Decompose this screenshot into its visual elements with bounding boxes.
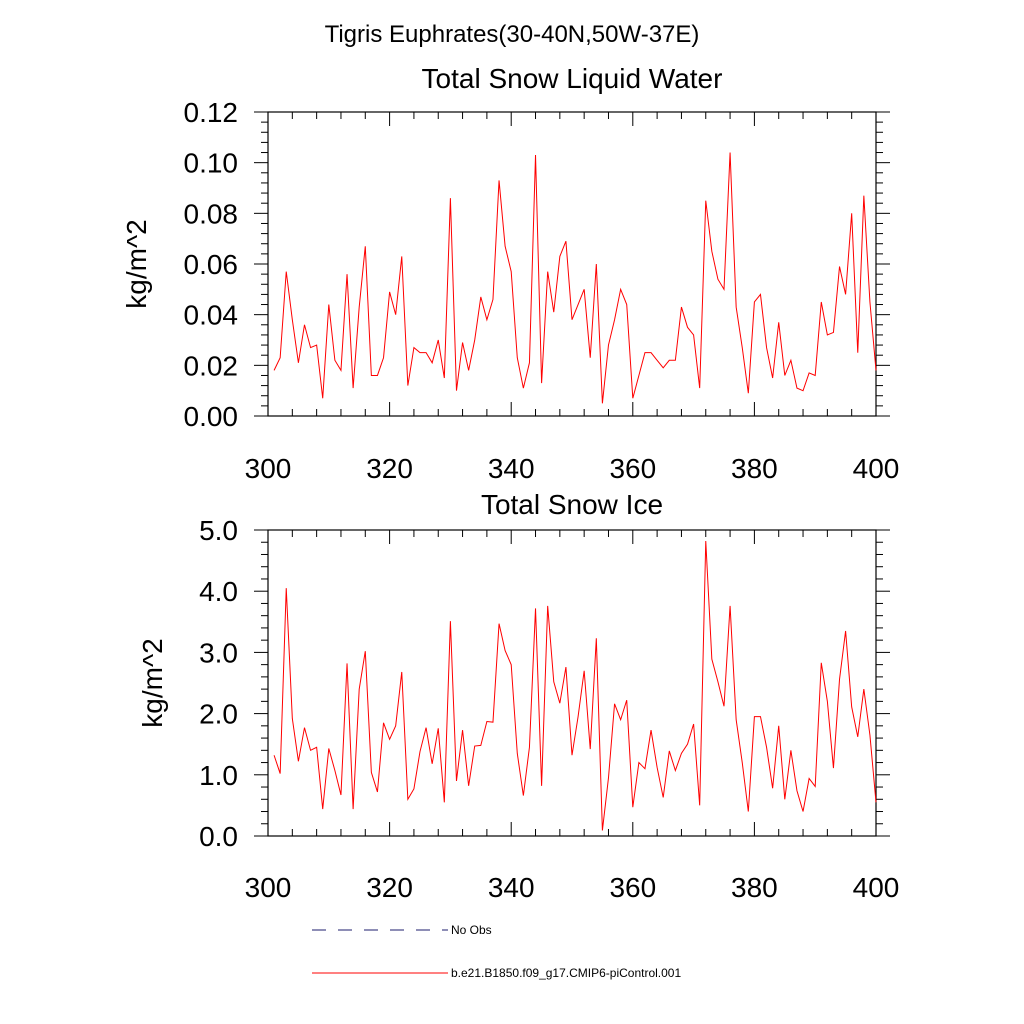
x-tick-label: 320 bbox=[366, 453, 413, 484]
y-tick-label: 0.02 bbox=[184, 350, 239, 381]
x-tick-label: 380 bbox=[731, 872, 778, 903]
legend: No Obs b.e21.B1850.f09_g17.CMIP6-piContr… bbox=[312, 923, 681, 980]
x-tick-label: 300 bbox=[245, 872, 292, 903]
y-tick-label: 0.04 bbox=[184, 300, 239, 331]
y-tick-label: 0.12 bbox=[184, 97, 239, 128]
x-tick-label: 340 bbox=[488, 872, 535, 903]
y-tick-label: 2.0 bbox=[199, 699, 238, 730]
x-tick-label: 340 bbox=[488, 453, 535, 484]
y-tick-label: 0.06 bbox=[184, 249, 239, 280]
series-line bbox=[273, 540, 877, 831]
figure-title: Tigris Euphrates(30-40N,50W-37E) bbox=[325, 21, 700, 48]
y-axis-label: kg/m^2 bbox=[121, 219, 152, 308]
y-tick-label: 1.0 bbox=[199, 760, 238, 791]
y-axis-label: kg/m^2 bbox=[137, 638, 168, 727]
legend-obs-label: No Obs bbox=[451, 923, 492, 937]
panel-total-snow-liquid-water: Total Snow Liquid Water kg/m^2 300 320 340 36… bbox=[121, 63, 899, 484]
x-tick-label: 400 bbox=[853, 453, 900, 484]
plot-frame bbox=[267, 111, 877, 417]
y-tick-label: 4.0 bbox=[199, 576, 238, 607]
x-tick-label: 400 bbox=[853, 872, 900, 903]
legend-model-label: b.e21.B1850.f09_g17.CMIP6-piControl.001 bbox=[451, 966, 681, 980]
x-tick-label: 320 bbox=[366, 872, 413, 903]
x-tick-label: 360 bbox=[609, 453, 656, 484]
y-tick-label: 0.00 bbox=[184, 401, 239, 432]
plot-frame bbox=[267, 529, 877, 837]
x-tick-label: 300 bbox=[245, 453, 292, 484]
y-tick-label: 3.0 bbox=[199, 637, 238, 668]
y-tick-label: 5.0 bbox=[199, 515, 238, 546]
y-tick-label: 0.10 bbox=[184, 148, 239, 179]
y-tick-label: 0.08 bbox=[184, 198, 239, 229]
x-tick-label: 380 bbox=[731, 453, 778, 484]
series-line bbox=[273, 152, 877, 404]
x-tick-label: 360 bbox=[609, 872, 656, 903]
panel-total-snow-ice: Total Snow Ice kg/m^2 300 320 340 360 380 400 0.… bbox=[137, 489, 899, 903]
panel-title: Total Snow Liquid Water bbox=[422, 63, 723, 94]
panel-title: Total Snow Ice bbox=[481, 489, 663, 520]
y-tick-label: 0.0 bbox=[199, 821, 238, 852]
